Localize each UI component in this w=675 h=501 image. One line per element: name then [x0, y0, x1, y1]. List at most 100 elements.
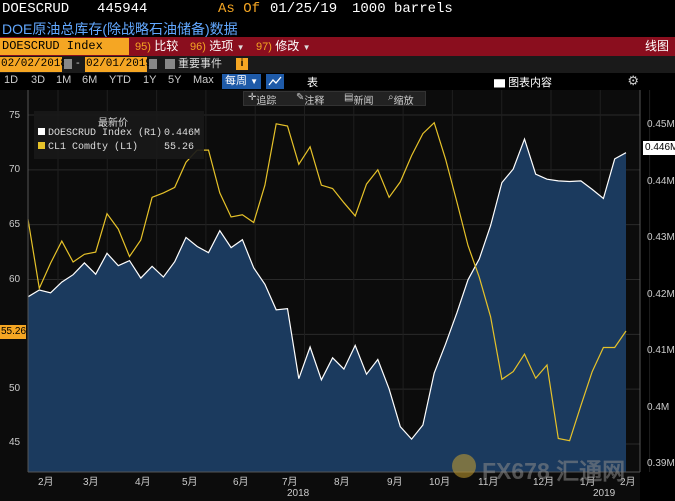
x-tick-label: 8月	[334, 477, 350, 488]
edit-shortcut: 97)	[256, 41, 272, 53]
compare-shortcut: 95)	[135, 41, 151, 53]
y-left-tick-label: 50	[9, 383, 21, 394]
y-left-tick-label: 65	[9, 219, 21, 230]
series-line-crude	[27, 121, 627, 442]
range-1y[interactable]: 1Y	[143, 74, 157, 86]
track-label: 追踪	[256, 96, 277, 107]
annotate-label: 注释	[304, 96, 325, 107]
chevron-down-icon: ▼	[250, 77, 258, 86]
x-tick-label: 2月	[38, 477, 54, 488]
as-of-label: As Of	[218, 1, 261, 17]
x-year-label: 2018	[287, 488, 310, 499]
legend-item-name: DOESCRUD Index (R1)	[48, 128, 163, 139]
calendar-icon[interactable]	[64, 59, 72, 69]
legend-item-name: CL1 Comdty (L1)	[48, 142, 139, 153]
range-1m[interactable]: 1M	[56, 74, 72, 86]
toolbar: DOESCRUD Index 95) 比较 96) 选项 ▼ 97) 修改 ▼ …	[0, 37, 675, 56]
page-title: DOE原油总库存(除战略石油储备)数据	[2, 21, 238, 37]
last-price-flag-right: 0.446M	[643, 141, 675, 155]
watermark-logo-icon	[452, 454, 476, 478]
range-3d[interactable]: 3D	[31, 74, 46, 86]
view-type-label[interactable]: 线图	[644, 39, 669, 53]
range-ytd[interactable]: YTD	[109, 74, 131, 86]
y-right-tick-label: 0.4M	[647, 402, 670, 413]
chevron-down-icon: ▼	[302, 43, 311, 52]
y-right-tick-label: 0.43M	[647, 232, 675, 243]
x-tick-label: 10月	[429, 477, 451, 488]
inventory-area	[28, 139, 626, 472]
line-chart-icon[interactable]	[266, 74, 284, 89]
compare-button[interactable]: 95) 比较	[135, 37, 178, 56]
range-1d[interactable]: 1D	[4, 74, 19, 86]
events-label: 重要事件	[178, 58, 222, 70]
watermark-text: FX678 汇通网	[482, 458, 626, 484]
y-left-tick-label: 75	[9, 110, 21, 121]
chart-contents-icon: ▆	[494, 77, 509, 89]
end-date-input[interactable]: 02/01/2019	[85, 57, 153, 72]
frequency-label: 每周	[225, 75, 247, 87]
annotation-toolbar: ✛ 追踪 ✎ 注释 ▤ 新闻 ⌕ 缩放	[243, 91, 426, 107]
frequency-select[interactable]: 每周 ▼	[222, 74, 261, 89]
track-button[interactable]: ✛ 追踪	[248, 92, 277, 107]
table-tab[interactable]: 表	[307, 77, 318, 89]
series-line-inventory	[27, 137, 627, 441]
y-right-tick-label: 0.39M	[647, 458, 675, 469]
date-range-bar: 02/02/2018 - 02/01/2019 重要事件 i	[0, 56, 675, 73]
y-left-tick-label: 45	[9, 437, 21, 448]
y-right-tick-label: 0.44M	[647, 176, 675, 187]
y-left-tick-label: 70	[9, 164, 21, 175]
legend-item[interactable]: DOESCRUD Index (R1) 0.446M	[38, 128, 200, 139]
range-5y[interactable]: 5Y	[168, 74, 182, 86]
news-label: 新闻	[353, 96, 374, 107]
chart-contents-label: 图表内容	[508, 77, 553, 89]
info-icon[interactable]: i	[236, 58, 248, 70]
x-tick-label: 5月	[182, 477, 198, 488]
y-left-tick-label: 60	[9, 274, 21, 285]
gear-icon[interactable]: ⚙	[627, 73, 639, 88]
annotate-button[interactable]: ✎ 注释	[296, 92, 325, 107]
x-tick-label: 2月	[620, 477, 636, 488]
options-label: 选项	[209, 39, 234, 53]
x-tick-label: 6月	[233, 477, 249, 488]
x-tick-label: 9月	[387, 477, 403, 488]
y-right-tick-label: 0.45M	[647, 119, 675, 130]
last-price-flag-left: 55.26	[0, 325, 27, 339]
ticker-symbol: DOESCRUD	[2, 1, 70, 17]
legend-swatch	[38, 128, 45, 135]
options-button[interactable]: 96) 选项 ▼	[190, 37, 245, 56]
range-6m[interactable]: 6M	[82, 74, 98, 86]
start-date-input[interactable]: 02/02/2018	[0, 57, 68, 72]
x-tick-label: 11月	[478, 477, 499, 488]
x-tick-label: 1月	[580, 477, 596, 488]
range-max[interactable]: Max	[193, 74, 214, 86]
x-tick-label: 3月	[83, 477, 99, 488]
date-separator: -	[76, 57, 80, 69]
events-checkbox[interactable]	[165, 59, 175, 69]
legend-title: 最新价	[98, 118, 128, 129]
legend-item-value: 0.446M	[164, 128, 201, 139]
zoom-label: 缩放	[393, 96, 414, 107]
range-selector: 1D 3D 1M 6M YTD 1Y 5Y Max 每周 ▼ 表 ▆ 图表内容 …	[0, 73, 675, 90]
calendar-icon[interactable]	[149, 59, 157, 69]
security-input[interactable]: DOESCRUD Index	[0, 38, 129, 55]
x-tick-label: 7月	[282, 477, 298, 488]
compare-label: 比较	[154, 39, 179, 53]
legend-item[interactable]: CL1 Comdty (L1) 55.26	[38, 142, 194, 153]
x-year-label: 2019	[593, 488, 616, 499]
zoom-button[interactable]: ⌕ 缩放	[388, 92, 414, 107]
chevron-down-icon: ▼	[236, 43, 245, 52]
quote-header: DOESCRUD 445944 As Of 01/25/19 1000 barr…	[0, 0, 675, 19]
news-button[interactable]: ▤ 新闻	[344, 92, 374, 107]
legend-swatch	[38, 142, 45, 149]
last-value: 445944	[97, 1, 148, 17]
options-shortcut: 96)	[190, 41, 206, 53]
units-label: 1000 barrels	[352, 1, 453, 17]
edit-button[interactable]: 97) 修改 ▼	[256, 37, 311, 56]
x-tick-label: 4月	[135, 477, 151, 488]
x-tick-label: 12月	[533, 477, 555, 488]
chart-legend: 最新价 DOESCRUD Index (R1) 0.446M CL1 Comdt…	[34, 111, 204, 159]
legend-item-value: 55.26	[164, 142, 195, 153]
chart-contents-button[interactable]: ▆ 图表内容	[494, 74, 552, 90]
y-right-tick-label: 0.42M	[647, 289, 675, 300]
edit-label: 修改	[275, 39, 300, 53]
